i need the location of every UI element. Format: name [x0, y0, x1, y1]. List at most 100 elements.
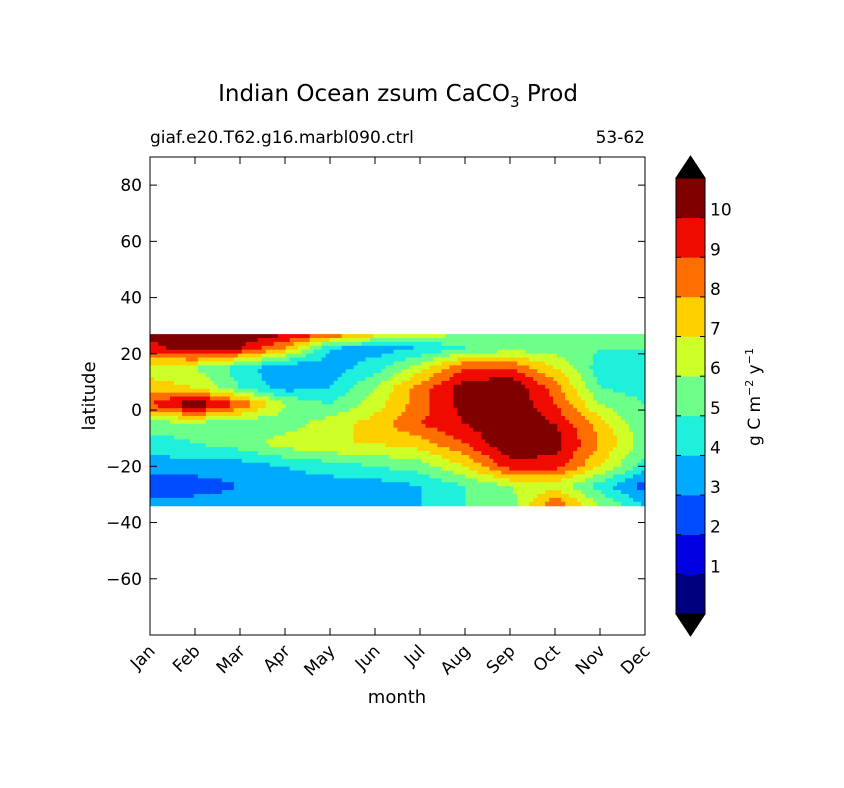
heatmap-cell: [301, 400, 307, 405]
heatmap-cell: [309, 454, 315, 460]
heatmap-cell: [577, 443, 582, 448]
heatmap-cell: [377, 369, 383, 374]
heatmap-cell: [281, 427, 287, 433]
heatmap-cell: [477, 466, 482, 472]
heatmap-cell: [309, 439, 315, 444]
heatmap-cell: [361, 478, 367, 483]
heatmap-cell: [265, 373, 271, 378]
heatmap-cell: [589, 369, 594, 374]
heatmap-cell: [449, 474, 454, 479]
heatmap-cell: [585, 431, 590, 437]
heatmap-cell: [469, 447, 474, 452]
heatmap-cell: [265, 458, 271, 464]
heatmap-cell: [605, 419, 610, 425]
heatmap-cell: [505, 427, 510, 433]
heatmap-cell: [589, 474, 594, 479]
heatmap-cell: [537, 486, 542, 491]
heatmap-cell: [629, 474, 634, 479]
heatmap-cell: [341, 384, 347, 390]
heatmap-cell: [150, 334, 155, 339]
heatmap-cell: [477, 419, 482, 425]
heatmap-cell: [217, 377, 223, 382]
heatmap-cell: [325, 369, 331, 374]
heatmap-cell: [477, 451, 482, 456]
heatmap-cell: [577, 470, 582, 476]
heatmap-cell: [185, 435, 191, 440]
heatmap-cell: [261, 349, 267, 355]
heatmap-cell: [477, 458, 482, 464]
heatmap-cell: [529, 341, 534, 347]
heatmap-cell: [313, 365, 319, 370]
heatmap-cell: [205, 392, 211, 398]
heatmap-cell: [229, 341, 235, 347]
heatmap-cell: [369, 451, 375, 456]
heatmap-cell: [393, 439, 399, 444]
heatmap-cell: [585, 454, 590, 460]
heatmap-cell: [477, 412, 482, 417]
heatmap-cell: [433, 416, 439, 421]
heatmap-cell: [417, 462, 423, 468]
heatmap-cell: [377, 427, 383, 433]
heatmap-cell: [221, 416, 227, 421]
heatmap-cell: [561, 423, 566, 429]
heatmap-cell: [617, 353, 622, 359]
heatmap-cell: [209, 443, 215, 448]
heatmap-cell: [293, 419, 299, 425]
heatmap-cell: [457, 384, 462, 390]
heatmap-cell: [585, 412, 590, 417]
heatmap-cell: [293, 349, 299, 355]
heatmap-cell: [533, 458, 538, 464]
heatmap-cell: [233, 478, 239, 483]
heatmap-cell: [521, 478, 526, 483]
heatmap-cell: [525, 443, 530, 448]
heatmap-cell: [150, 451, 155, 456]
heatmap-cell: [329, 345, 335, 351]
heatmap-cell: [329, 396, 335, 402]
heatmap-cell: [361, 369, 367, 374]
heatmap-cell: [397, 423, 403, 429]
heatmap-cell: [301, 412, 307, 417]
heatmap-cell: [557, 412, 562, 417]
heatmap-cell: [397, 478, 403, 483]
heatmap-cell: [405, 423, 411, 429]
heatmap-cell: [253, 474, 259, 479]
heatmap-cell: [389, 423, 395, 429]
heatmap-cell: [157, 423, 163, 429]
heatmap-cell: [193, 447, 199, 452]
heatmap-cell: [321, 396, 327, 402]
heatmap-cell: [269, 365, 275, 370]
heatmap-cell: [613, 474, 618, 479]
heatmap-cell: [537, 458, 542, 464]
heatmap-cell: [597, 361, 602, 366]
heatmap-cell: [581, 392, 586, 398]
heatmap-cell: [593, 451, 598, 456]
heatmap-cell: [301, 349, 307, 355]
heatmap-cell: [489, 380, 494, 386]
heatmap-cell: [225, 369, 231, 374]
heatmap-cell: [509, 466, 514, 472]
heatmap-cell: [441, 357, 446, 363]
heatmap-cell: [369, 377, 375, 382]
heatmap-cell: [181, 388, 187, 394]
heatmap-cell: [229, 490, 235, 495]
heatmap-cell: [573, 392, 578, 398]
heatmap-cell: [389, 384, 395, 390]
heatmap-cell: [581, 451, 586, 456]
heatmap-cell: [437, 365, 443, 370]
heatmap-cell: [457, 474, 462, 479]
heatmap-cell: [581, 404, 586, 409]
heatmap-cell: [569, 361, 574, 366]
heatmap-cell: [150, 486, 155, 491]
heatmap-cell: [361, 408, 367, 413]
heatmap-cell: [589, 478, 594, 483]
heatmap-cell: [237, 419, 243, 425]
heatmap-cell: [621, 478, 626, 483]
heatmap-cell: [597, 334, 602, 339]
heatmap-cell: [217, 462, 223, 468]
heatmap-cell: [417, 341, 423, 347]
heatmap-cell: [369, 404, 375, 409]
heatmap-cell: [245, 478, 251, 483]
heatmap-cell: [621, 458, 626, 464]
heatmap-cell: [377, 400, 383, 405]
heatmap-cell: [605, 392, 610, 398]
